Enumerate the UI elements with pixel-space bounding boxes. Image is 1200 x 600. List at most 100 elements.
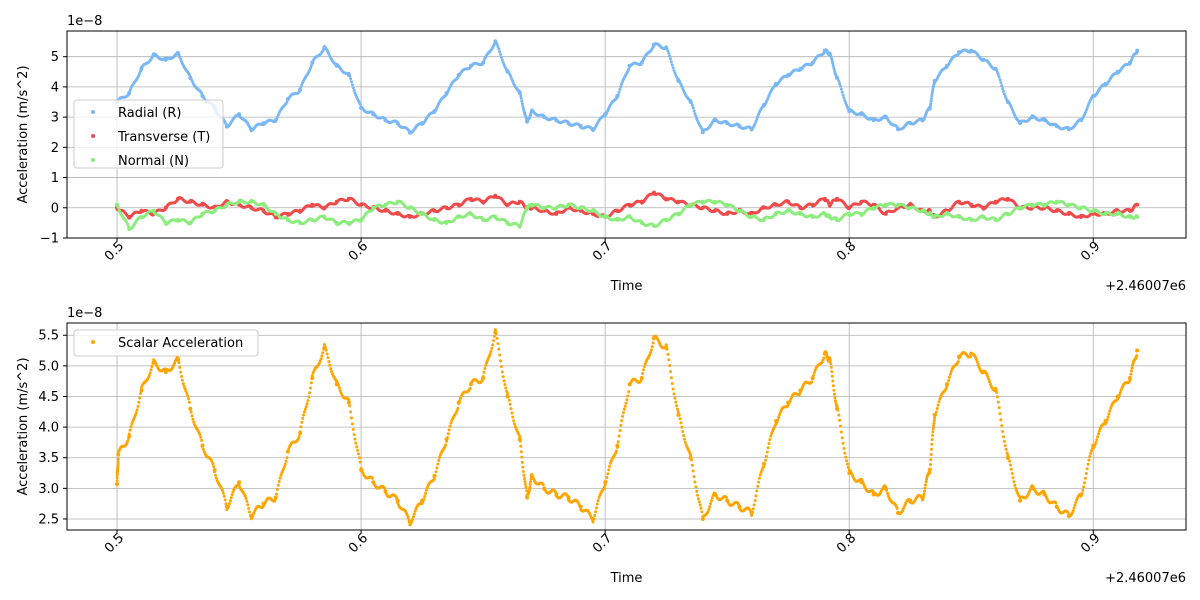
- data-point: [525, 489, 529, 493]
- data-point: [929, 99, 933, 103]
- data-point: [302, 413, 306, 417]
- chart-panel-top: 0.5 0.6 0.7 0.8 0.9−10123451e−8+2.46007e6Tim…: [16, 14, 1187, 294]
- y-tick-label: 0: [51, 201, 59, 216]
- data-point: [139, 391, 143, 395]
- data-point: [755, 117, 759, 121]
- data-point: [529, 480, 533, 484]
- data-point: [308, 391, 312, 395]
- data-point: [138, 71, 142, 75]
- data-point: [835, 404, 839, 408]
- data-point: [491, 343, 495, 347]
- data-point: [842, 96, 846, 100]
- data-point: [500, 370, 504, 374]
- data-point: [496, 342, 500, 346]
- data-point: [489, 349, 493, 353]
- data-point: [200, 438, 204, 442]
- data-point: [214, 473, 218, 477]
- data-point: [690, 463, 694, 467]
- series-0: [115, 39, 1140, 135]
- data-point: [519, 96, 523, 100]
- data-point: [604, 479, 608, 483]
- data-point: [307, 395, 311, 399]
- data-point: [591, 520, 595, 524]
- data-point: [444, 443, 448, 447]
- data-point: [592, 517, 596, 521]
- legend-label: Radial (R): [118, 106, 181, 121]
- y-tick-label: 2: [51, 141, 59, 156]
- data-point: [995, 70, 999, 74]
- data-point: [284, 459, 288, 463]
- data-point: [512, 422, 516, 426]
- data-point: [115, 476, 119, 480]
- data-point: [541, 483, 545, 487]
- data-point: [614, 449, 618, 453]
- data-point: [328, 363, 332, 367]
- data-point: [672, 68, 676, 72]
- data-point: [677, 413, 681, 417]
- data-point: [764, 454, 768, 458]
- data-point: [828, 356, 832, 360]
- data-point: [642, 365, 646, 369]
- data-point: [358, 102, 362, 106]
- data-point: [350, 422, 354, 426]
- data-point: [200, 444, 204, 448]
- data-point: [179, 370, 183, 374]
- data-point: [191, 417, 195, 421]
- data-point: [528, 482, 532, 486]
- data-point: [710, 496, 714, 500]
- y-tick-label: 1: [51, 171, 59, 186]
- data-point: [929, 101, 933, 105]
- data-point: [670, 382, 674, 386]
- data-point: [201, 447, 205, 451]
- data-point: [518, 434, 522, 438]
- data-point: [838, 82, 842, 86]
- data-point: [595, 502, 599, 506]
- data-point: [519, 450, 523, 454]
- y-axis-label: Acceleration (m/s^2): [16, 65, 31, 203]
- data-point: [831, 384, 835, 388]
- data-point: [497, 47, 501, 51]
- data-point: [137, 400, 141, 404]
- data-point: [310, 374, 314, 378]
- data-point: [649, 348, 653, 352]
- data-point: [348, 74, 352, 78]
- data-point: [691, 106, 695, 110]
- data-point: [724, 495, 728, 499]
- data-point: [650, 345, 654, 349]
- data-point: [490, 346, 494, 350]
- data-point: [309, 386, 313, 390]
- data-point: [682, 434, 686, 438]
- data-point: [829, 362, 833, 366]
- data-point: [323, 345, 327, 349]
- data-point: [615, 95, 619, 99]
- data-point: [831, 379, 835, 383]
- data-point: [519, 444, 523, 448]
- data-point: [627, 390, 631, 394]
- data-point: [930, 94, 934, 98]
- data-point: [494, 332, 498, 336]
- data-point: [678, 417, 682, 421]
- data-point: [520, 102, 524, 106]
- data-point: [347, 71, 351, 75]
- data-point: [285, 456, 289, 460]
- data-point: [512, 419, 516, 423]
- data-point: [832, 392, 836, 396]
- data-point: [1000, 84, 1004, 88]
- data-point: [669, 370, 673, 374]
- data-point: [276, 483, 280, 487]
- data-point: [180, 374, 184, 378]
- data-point: [309, 64, 313, 68]
- data-point: [286, 449, 290, 453]
- legend-label: Transverse (T): [117, 130, 210, 145]
- data-point: [619, 423, 623, 427]
- data-point: [675, 407, 679, 411]
- data-point: [186, 394, 190, 398]
- data-point: [690, 103, 694, 107]
- data-point: [285, 100, 289, 104]
- data-point: [301, 416, 305, 420]
- data-point: [299, 425, 303, 429]
- data-point: [370, 476, 374, 480]
- data-point: [884, 485, 888, 489]
- data-point: [437, 458, 441, 462]
- data-point: [621, 414, 625, 418]
